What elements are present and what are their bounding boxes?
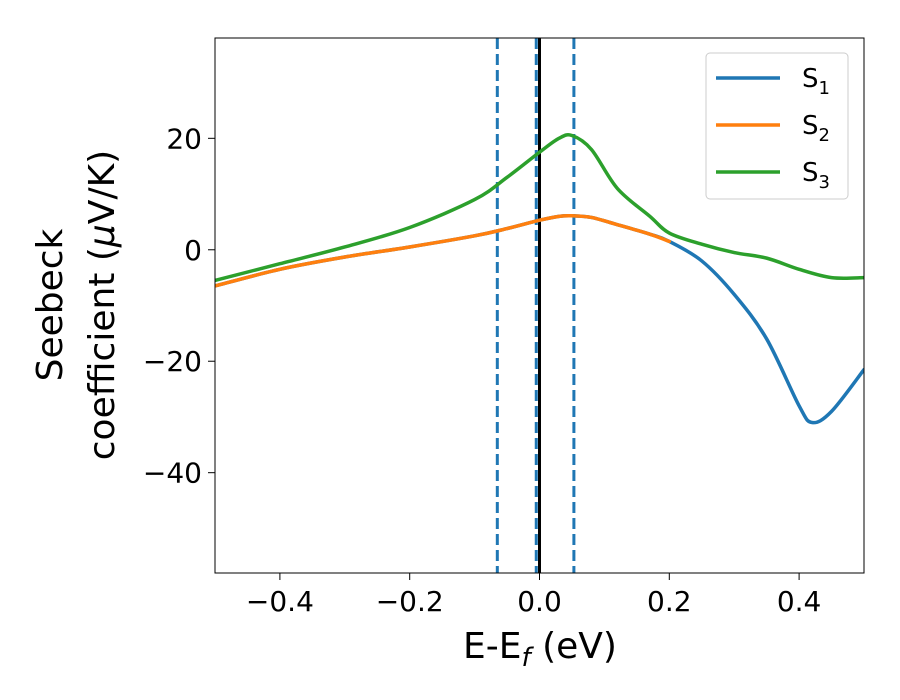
series-line-s2 xyxy=(215,213,672,288)
x-tick-label: −0.4 xyxy=(246,585,314,618)
x-tick-label: 0.4 xyxy=(777,585,822,618)
legend-label-s2: S2 xyxy=(802,111,830,146)
reference-lines xyxy=(495,38,576,573)
x-axis-ticks: −0.4 −0.2 0.0 0.2 0.4 xyxy=(246,573,821,618)
legend: S1 S2 S3 xyxy=(705,52,849,200)
series-line-s3 xyxy=(215,133,864,283)
y-axis-label: Seebeck coefficient (μV/K) xyxy=(30,150,123,460)
x-tick-label: 0.2 xyxy=(647,585,692,618)
series-lines xyxy=(215,133,864,425)
x-tick-label: 0.0 xyxy=(517,585,562,618)
y-tick-label: −20 xyxy=(143,345,202,378)
y-axis-ticks: −40 −20 0 20 xyxy=(143,122,215,490)
x-axis-label: E-Ef (eV) xyxy=(463,626,617,673)
y-tick-label: 20 xyxy=(166,122,202,155)
y-tick-label: 0 xyxy=(184,234,202,267)
x-tick-label: −0.2 xyxy=(376,585,444,618)
legend-label-s1: S1 xyxy=(802,64,830,99)
legend-label-s3: S3 xyxy=(802,158,830,193)
y-axis-label-line2: coefficient (μV/K) xyxy=(82,150,123,460)
y-tick-label: −40 xyxy=(143,457,202,490)
y-axis-label-line1: Seebeck xyxy=(30,228,71,381)
